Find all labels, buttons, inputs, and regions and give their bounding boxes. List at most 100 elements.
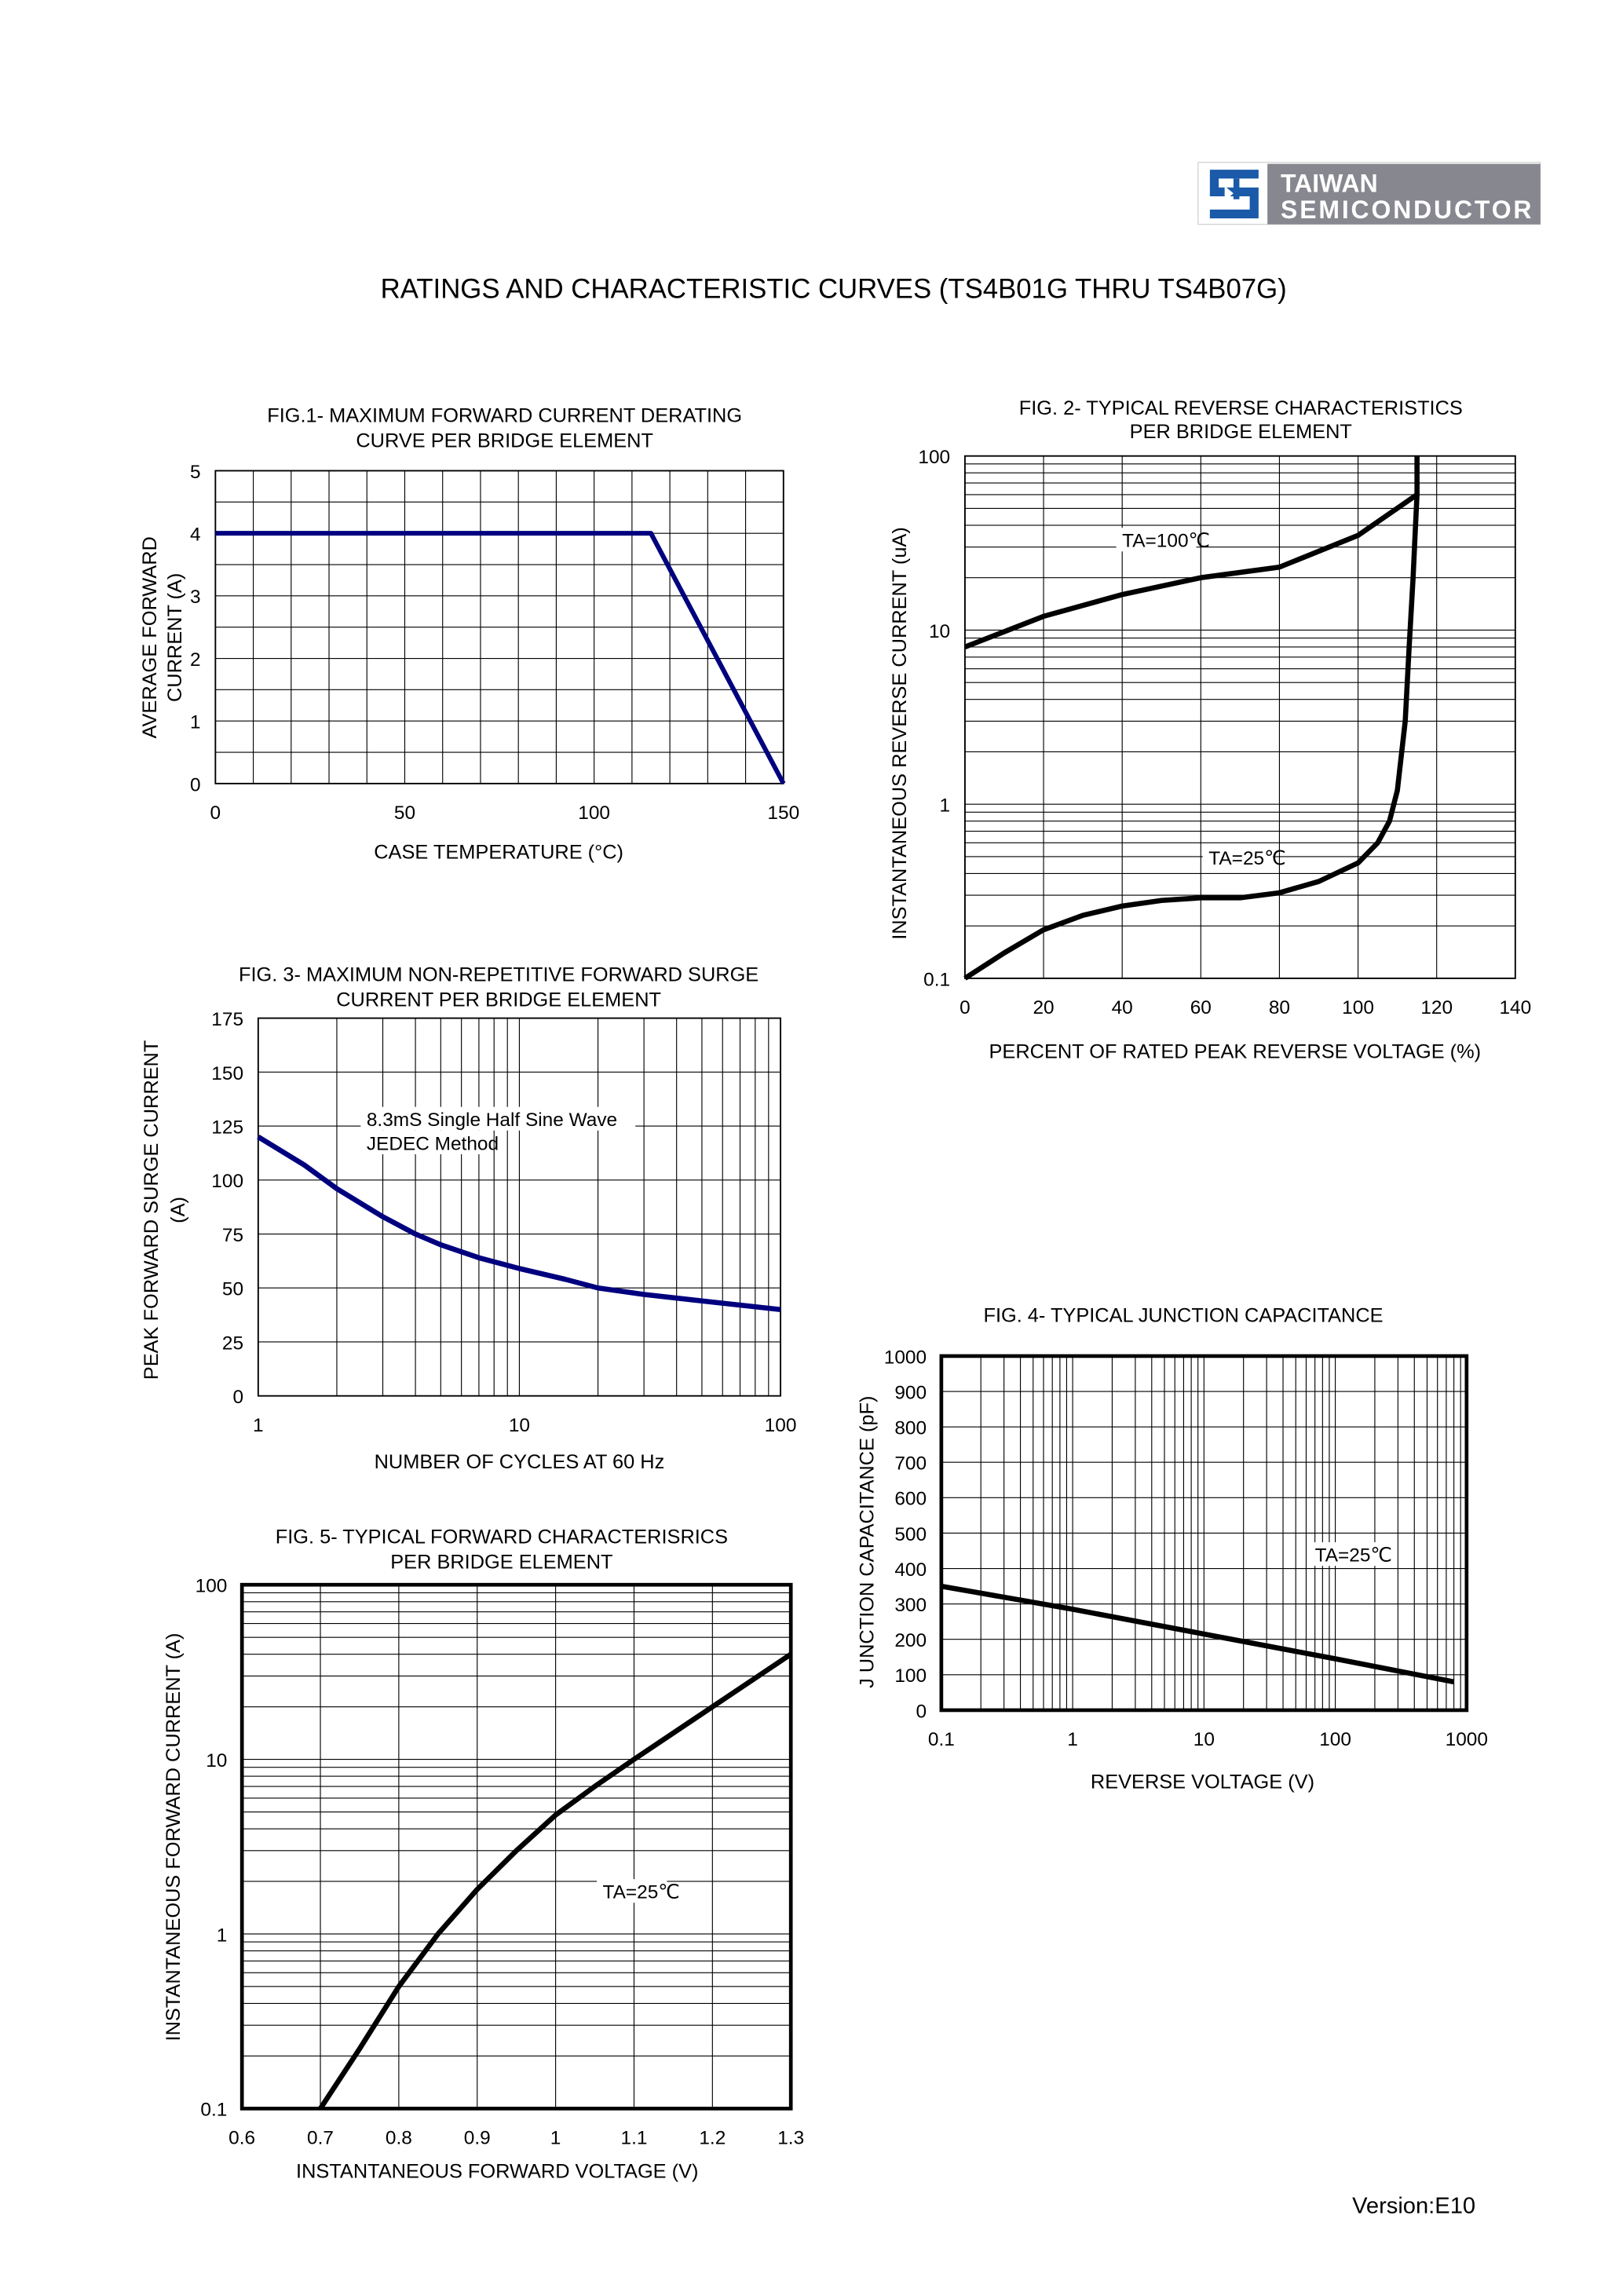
y-tick-label: 25 xyxy=(222,1333,243,1354)
fig2-title: FIG. 2- TYPICAL REVERSE CHARACTERISTICS xyxy=(1019,397,1463,419)
x-tick-label: 1 xyxy=(253,1415,264,1436)
y-tick-label: 1000 xyxy=(884,1347,927,1368)
y-tick-label: 150 xyxy=(211,1063,243,1084)
logo-text-line2: SEMICONDUCTOR xyxy=(1281,196,1531,224)
logo-mark-icon xyxy=(1209,170,1259,219)
fig3-x-axis-label: NUMBER OF CYCLES AT 60 Hz xyxy=(375,1451,665,1473)
fig5-chart: TA=25℃ 0.6 0.7 0.8 0.9 1 1.1 1.2 1.3 0.1 1 10 100 FIG… xyxy=(163,1526,804,2183)
x-tick-label: 20 xyxy=(1033,997,1054,1018)
y-tick-label: 0.1 xyxy=(200,2100,227,2121)
annotation-label: JEDEC Method xyxy=(367,1133,499,1154)
y-tick-label: 100 xyxy=(894,1665,927,1687)
annotation-background xyxy=(597,1879,667,1903)
y-tick-label: 200 xyxy=(894,1630,927,1651)
y-tick-label: 600 xyxy=(894,1489,927,1510)
y-tick-label: 100 xyxy=(211,1171,243,1192)
fig1-y-axis-label: AVERAGE FORWARD xyxy=(139,536,161,738)
fig5-title: FIG. 5- TYPICAL FORWARD CHARACTERISRICS xyxy=(276,1526,728,1548)
y-tick-label: 175 xyxy=(211,1009,243,1030)
fig4-x-axis-label: REVERSE VOLTAGE (V) xyxy=(1091,1771,1314,1793)
x-tick-label: 100 xyxy=(578,803,610,824)
y-tick-label: 400 xyxy=(894,1559,927,1581)
fig2-plot-frame xyxy=(963,455,1516,979)
y-tick-label: 0.1 xyxy=(923,969,950,990)
logo-text-line1: TAIWAN xyxy=(1281,169,1378,197)
y-tick-label: 300 xyxy=(894,1595,927,1616)
annotation-background xyxy=(1116,528,1197,552)
y-tick-label: 0 xyxy=(232,1387,243,1408)
fig2-y-axis-label: INSTANTANEOUS REVERSE CURRENT (uA) xyxy=(889,527,911,940)
fig2-x-axis-label: PERCENT OF RATED PEAK REVERSE VOLTAGE (%… xyxy=(989,1040,1482,1062)
y-tick-label: 2 xyxy=(190,649,201,671)
fig4-chart: TA=25℃ 0.1 1 10 100 1000 0 100 200 300 400 500 600 70… xyxy=(856,1305,1488,1793)
annotation-label: TA=100℃ xyxy=(1122,531,1210,552)
x-tick-label: 1000 xyxy=(1446,1729,1488,1750)
x-tick-label: 40 xyxy=(1112,997,1133,1018)
fig5-grid xyxy=(241,1585,791,2109)
y-tick-label: 100 xyxy=(918,447,950,468)
fig1-x-axis-label: CASE TEMPERATURE (°C) xyxy=(374,842,623,864)
fig5-y-axis-label: INSTANTANEOUS FORWARD CURRENT (A) xyxy=(163,1633,185,2042)
version-label: Version:E10 xyxy=(1352,2194,1475,2219)
annotation-background xyxy=(360,1106,636,1131)
x-tick-label: 0.6 xyxy=(228,2127,255,2148)
x-tick-label: 100 xyxy=(1319,1729,1351,1750)
fig3-plot-frame xyxy=(257,1017,781,1397)
x-tick-label: 1.1 xyxy=(621,2127,648,2148)
x-tick-label: 60 xyxy=(1190,997,1212,1018)
x-tick-label: 0.8 xyxy=(386,2127,412,2148)
fig3-y-axis-label: (A) xyxy=(167,1197,189,1223)
company-logo: TAIWAN SEMICONDUCTOR xyxy=(1197,162,1541,225)
fig2-series-line-1 xyxy=(963,455,1420,981)
x-tick-label: 1.2 xyxy=(699,2127,726,2148)
fig2-title: PER BRIDGE ELEMENT xyxy=(1130,421,1352,443)
fig5-x-axis-label: INSTANTANEOUS FORWARD VOLTAGE (V) xyxy=(296,2161,698,2183)
annotation-background xyxy=(1202,845,1274,869)
x-tick-label: 100 xyxy=(1342,997,1374,1018)
x-tick-label: 10 xyxy=(509,1415,530,1436)
fig1-y-axis-label: CURRENT (A) xyxy=(164,573,186,702)
fig4-y-axis-label: J UNCTION CAPACITANCE (pF) xyxy=(856,1396,878,1688)
y-tick-label: 0 xyxy=(190,774,201,795)
y-tick-label: 50 xyxy=(222,1279,243,1300)
y-tick-label: 0 xyxy=(916,1701,927,1722)
y-tick-label: 500 xyxy=(894,1524,927,1545)
x-tick-label: 1 xyxy=(1067,1729,1078,1750)
annotation-label: TA=25℃ xyxy=(1315,1545,1392,1567)
y-tick-label: 3 xyxy=(190,587,201,608)
annotation-label: 8.3mS Single Half Sine Wave xyxy=(367,1110,617,1131)
x-tick-label: 0 xyxy=(210,803,221,824)
annotation-label: TA=25℃ xyxy=(603,1882,680,1903)
fig1-title: CURVE PER BRIDGE ELEMENT xyxy=(356,430,653,452)
y-tick-label: 10 xyxy=(206,1750,227,1771)
fig2-chart: TA=100℃ TA=25℃ 0 20 40 60 80 100 120 140 0.1 1 10 100… xyxy=(889,397,1531,1062)
x-tick-label: 0 xyxy=(960,997,971,1018)
x-tick-label: 10 xyxy=(1193,1729,1215,1750)
fig2-series-line-0 xyxy=(963,492,1419,649)
x-tick-label: 150 xyxy=(767,803,799,824)
fig3-grid xyxy=(258,1018,781,1397)
y-tick-label: 75 xyxy=(222,1225,243,1246)
fig1-title: FIG.1- MAXIMUM FORWARD CURRENT DERATING xyxy=(267,404,742,426)
y-tick-label: 4 xyxy=(190,525,201,546)
fig4-grid xyxy=(941,1355,1467,1711)
x-tick-label: 140 xyxy=(1499,997,1531,1018)
annotation-label: TA=25℃ xyxy=(1208,848,1285,869)
x-tick-label: 0.7 xyxy=(307,2127,334,2148)
y-tick-label: 125 xyxy=(211,1117,243,1138)
y-tick-label: 10 xyxy=(929,621,950,642)
y-tick-label: 1 xyxy=(940,795,951,817)
fig1-plot-frame xyxy=(214,470,784,784)
annotation-background xyxy=(360,1130,490,1154)
x-tick-label: 1 xyxy=(550,2127,561,2148)
x-tick-label: 1.3 xyxy=(777,2127,804,2148)
fig3-title: FIG. 3- MAXIMUM NON-REPETITIVE FORWARD S… xyxy=(239,964,758,986)
annotation-background xyxy=(1309,1542,1380,1567)
y-tick-label: 1 xyxy=(217,1925,228,1946)
x-tick-label: 100 xyxy=(765,1415,797,1436)
y-tick-label: 900 xyxy=(894,1382,927,1403)
y-tick-label: 700 xyxy=(894,1453,927,1475)
y-tick-label: 5 xyxy=(190,462,201,483)
